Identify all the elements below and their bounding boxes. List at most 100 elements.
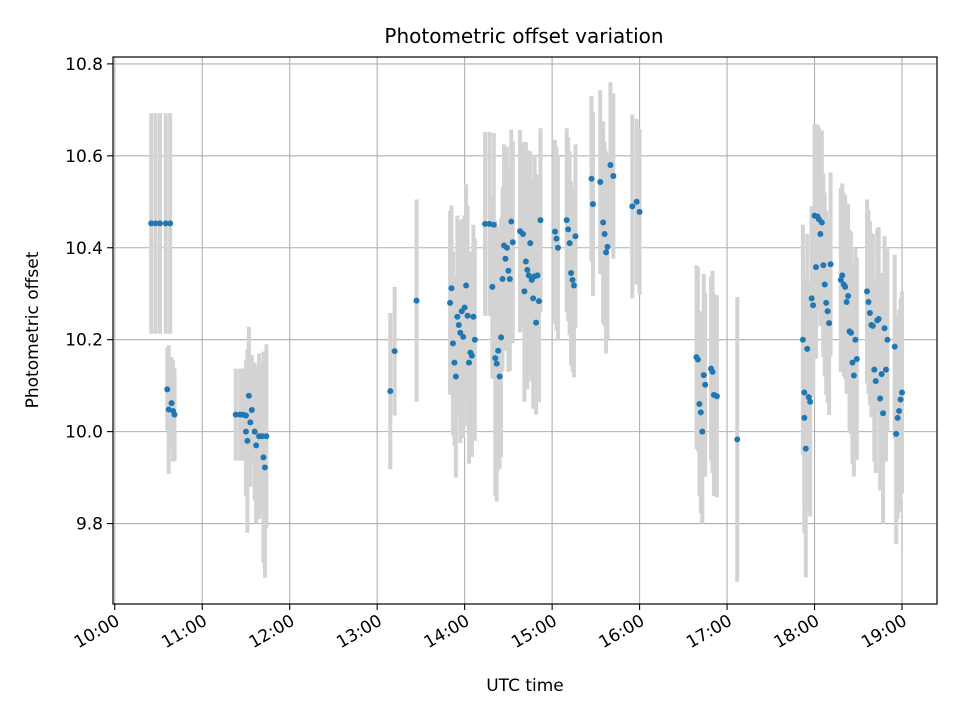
data-point	[448, 285, 455, 292]
data-point	[242, 428, 249, 435]
data-point	[817, 230, 824, 237]
data-point	[853, 355, 860, 362]
data-point	[463, 282, 470, 289]
data-point	[696, 401, 703, 408]
y-tick-label: 10.2	[65, 331, 103, 351]
data-point	[527, 240, 534, 247]
data-point	[812, 264, 819, 271]
data-point	[821, 281, 828, 288]
data-point	[449, 340, 456, 347]
data-point	[603, 249, 610, 256]
data-point	[865, 299, 872, 306]
data-point	[804, 345, 811, 352]
y-tick-label: 10.8	[65, 55, 103, 75]
data-point	[884, 336, 891, 343]
data-point	[572, 233, 579, 240]
data-point	[843, 299, 850, 306]
data-point	[570, 282, 577, 289]
data-point	[893, 430, 900, 437]
data-point	[489, 283, 496, 290]
data-point	[866, 310, 873, 317]
data-point	[244, 437, 251, 444]
data-point	[697, 409, 704, 416]
data-point	[524, 266, 531, 273]
data-point	[534, 272, 541, 279]
data-point	[801, 414, 808, 421]
data-point	[493, 360, 500, 367]
data-point	[877, 395, 884, 402]
data-point	[466, 359, 473, 366]
plot-frame	[112, 56, 938, 605]
data-point	[554, 244, 561, 251]
data-point	[563, 217, 570, 224]
data-point	[232, 411, 239, 418]
data-point	[490, 221, 497, 228]
data-point	[503, 244, 510, 251]
data-point	[156, 220, 163, 227]
y-axis-ticks: 9.8 10.0 10.2 10.4 10.6 10.8	[65, 55, 113, 535]
data-point	[505, 267, 512, 274]
data-point	[168, 400, 175, 407]
data-point	[588, 175, 595, 182]
data-points	[148, 162, 906, 471]
data-point	[597, 179, 604, 186]
data-point	[850, 372, 857, 379]
data-point	[636, 208, 643, 215]
data-point	[468, 352, 475, 359]
data-point	[802, 445, 809, 452]
data-point	[247, 419, 254, 426]
data-point	[565, 226, 572, 233]
data-point	[864, 288, 871, 295]
data-point	[451, 359, 458, 366]
data-point	[845, 293, 852, 300]
data-point	[852, 336, 859, 343]
data-point	[242, 412, 249, 419]
data-point	[263, 433, 270, 440]
data-point	[629, 203, 636, 210]
data-point	[506, 276, 513, 283]
data-point	[152, 220, 159, 227]
data-point	[826, 320, 833, 327]
data-point	[824, 308, 831, 315]
data-point	[589, 201, 596, 208]
data-point	[171, 411, 178, 418]
data-point	[454, 313, 461, 320]
data-point	[245, 392, 252, 399]
data-point	[260, 454, 267, 461]
data-point	[878, 371, 885, 378]
data-point	[709, 368, 716, 375]
data-point	[387, 388, 394, 395]
data-point	[452, 373, 459, 380]
data-point	[713, 393, 720, 400]
data-point	[847, 329, 854, 336]
data-point	[447, 299, 454, 306]
data-point	[842, 283, 849, 290]
data-point	[808, 295, 815, 302]
data-point	[896, 407, 903, 414]
data-point	[700, 372, 707, 379]
data-point	[537, 217, 544, 224]
data-point	[522, 258, 529, 265]
data-point	[258, 433, 265, 440]
data-point	[801, 389, 808, 396]
data-point	[881, 325, 888, 332]
data-point	[568, 270, 575, 277]
data-point	[871, 366, 878, 373]
data-point	[849, 359, 856, 366]
y-tick-label: 10.6	[65, 147, 103, 167]
data-point	[894, 414, 901, 421]
y-tick-label: 10.0	[65, 423, 103, 443]
data-point	[502, 255, 509, 262]
data-point	[699, 428, 706, 435]
data-point	[607, 162, 614, 169]
data-point	[807, 398, 814, 405]
data-point	[694, 356, 701, 363]
data-point	[164, 386, 171, 393]
data-point	[499, 276, 506, 283]
data-point	[872, 378, 879, 385]
data-point	[498, 334, 505, 341]
y-tick-label: 9.8	[76, 515, 103, 535]
data-point	[496, 373, 503, 380]
data-point	[633, 198, 640, 205]
